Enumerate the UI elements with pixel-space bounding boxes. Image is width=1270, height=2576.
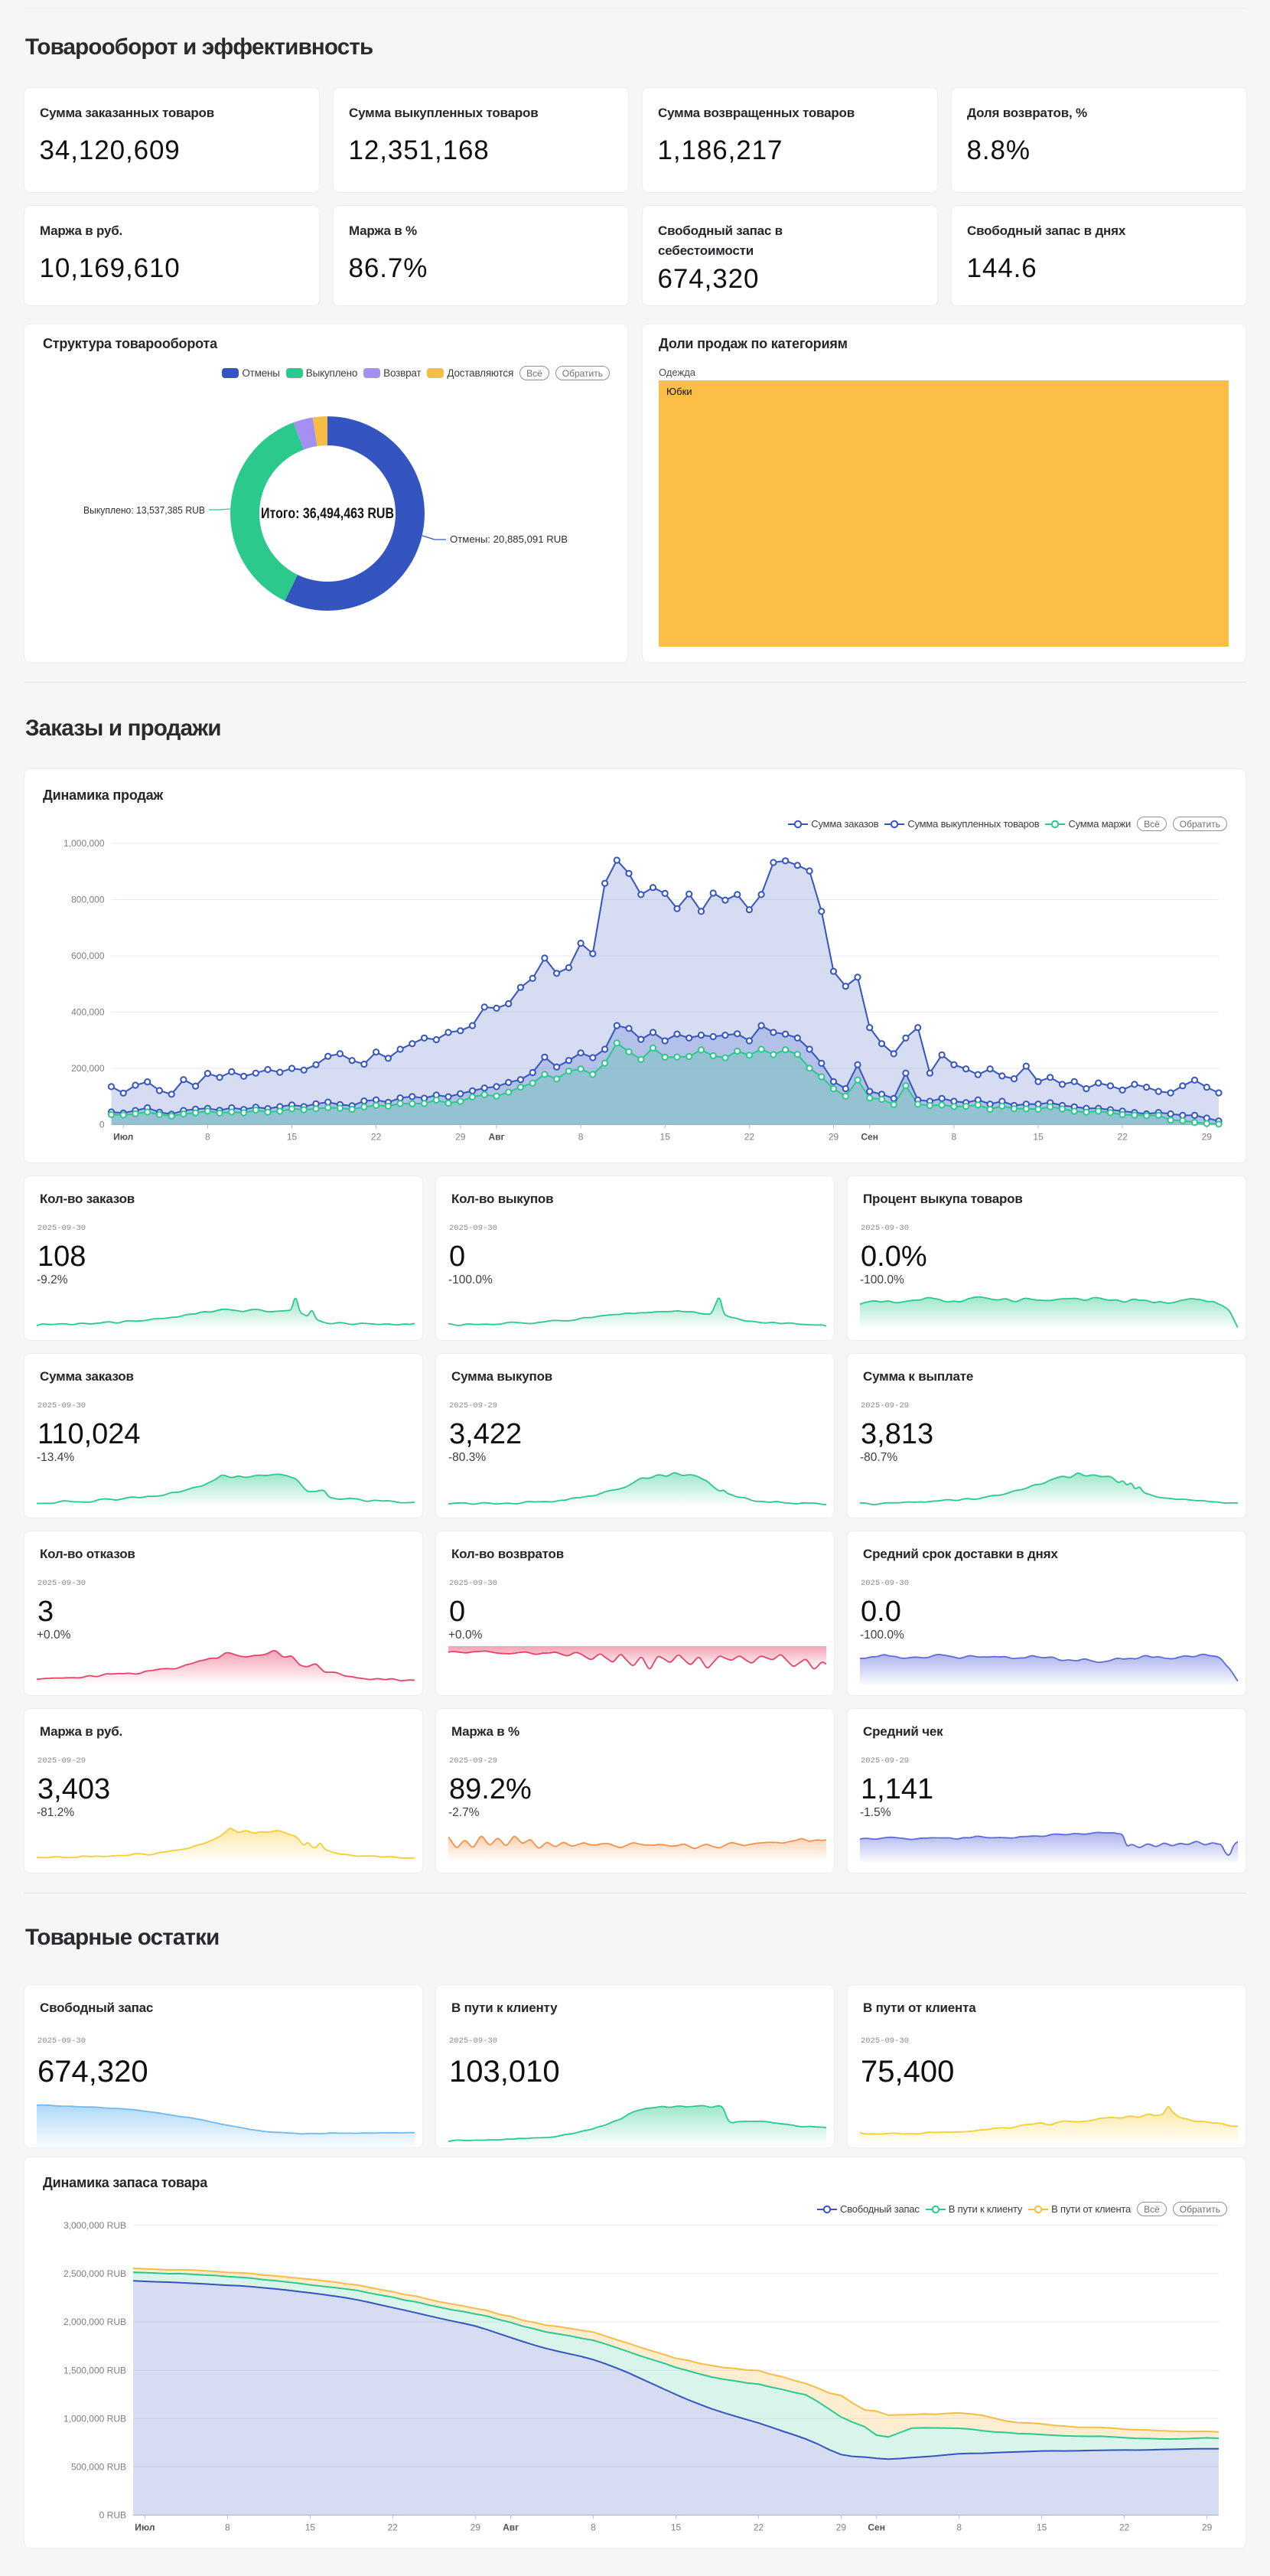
- svg-text:Июл: Июл: [113, 1132, 133, 1143]
- svg-text:8: 8: [591, 2522, 596, 2532]
- svg-text:2,000,000 RUB: 2,000,000 RUB: [64, 2317, 126, 2327]
- svg-text:15: 15: [287, 1132, 298, 1143]
- svg-text:1,000,000: 1,000,000: [64, 838, 105, 849]
- svg-text:22: 22: [1119, 2522, 1130, 2532]
- svg-text:15: 15: [1033, 1132, 1044, 1143]
- svg-text:22: 22: [744, 1132, 755, 1143]
- svg-text:15: 15: [305, 2522, 316, 2532]
- svg-text:15: 15: [671, 2522, 682, 2532]
- svg-text:400,000: 400,000: [71, 1007, 105, 1018]
- svg-text:Отмены: 20,885,091 RUB: Отмены: 20,885,091 RUB: [450, 533, 568, 545]
- svg-text:Авг: Авг: [503, 2522, 519, 2532]
- svg-text:29: 29: [836, 2522, 847, 2532]
- svg-text:1,500,000 RUB: 1,500,000 RUB: [64, 2365, 126, 2375]
- svg-text:22: 22: [371, 1132, 382, 1143]
- svg-text:Выкуплено: 13,537,385 RUB: Выкуплено: 13,537,385 RUB: [83, 504, 205, 516]
- svg-text:8: 8: [952, 1132, 957, 1143]
- svg-text:2,500,000 RUB: 2,500,000 RUB: [64, 2268, 126, 2279]
- svg-text:29: 29: [471, 2522, 481, 2532]
- svg-text:8: 8: [205, 1132, 210, 1143]
- svg-text:8: 8: [956, 2522, 962, 2532]
- svg-text:Сен: Сен: [861, 1132, 878, 1143]
- svg-text:29: 29: [1202, 1132, 1213, 1143]
- svg-text:Итого: 36,494,463 RUB: Итого: 36,494,463 RUB: [261, 506, 394, 522]
- svg-text:8: 8: [225, 2522, 230, 2532]
- svg-text:22: 22: [1117, 1132, 1128, 1143]
- svg-text:15: 15: [660, 1132, 671, 1143]
- svg-text:600,000: 600,000: [71, 951, 105, 961]
- svg-text:0 RUB: 0 RUB: [99, 2510, 126, 2521]
- svg-text:Июл: Июл: [135, 2522, 155, 2532]
- svg-text:29: 29: [455, 1132, 466, 1143]
- svg-text:200,000: 200,000: [71, 1063, 105, 1074]
- svg-text:15: 15: [1037, 2522, 1047, 2532]
- svg-text:Авг: Авг: [488, 1132, 504, 1143]
- svg-text:8: 8: [578, 1132, 584, 1143]
- svg-text:800,000: 800,000: [71, 895, 105, 905]
- svg-text:3,000,000 RUB: 3,000,000 RUB: [64, 2220, 126, 2231]
- svg-text:22: 22: [754, 2522, 764, 2532]
- svg-text:0: 0: [99, 1120, 105, 1130]
- svg-text:500,000 RUB: 500,000 RUB: [71, 2462, 126, 2473]
- svg-text:1,000,000 RUB: 1,000,000 RUB: [64, 2413, 126, 2424]
- svg-text:22: 22: [388, 2522, 399, 2532]
- svg-text:29: 29: [829, 1132, 839, 1143]
- svg-text:Сен: Сен: [868, 2522, 885, 2532]
- svg-text:29: 29: [1202, 2522, 1213, 2532]
